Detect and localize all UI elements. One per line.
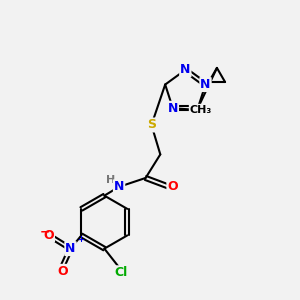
Text: Cl: Cl <box>114 266 127 279</box>
Text: N: N <box>200 78 211 91</box>
Text: O: O <box>44 229 54 242</box>
Text: O: O <box>57 265 68 278</box>
Text: N: N <box>168 102 178 115</box>
Text: N: N <box>65 242 76 255</box>
Text: −: − <box>40 225 50 238</box>
Text: S: S <box>147 118 156 131</box>
Text: O: O <box>167 180 178 193</box>
Text: N: N <box>114 180 124 193</box>
Text: N: N <box>180 63 190 76</box>
Text: CH₃: CH₃ <box>190 105 212 115</box>
Text: H: H <box>106 175 116 185</box>
Text: +: + <box>77 235 84 244</box>
